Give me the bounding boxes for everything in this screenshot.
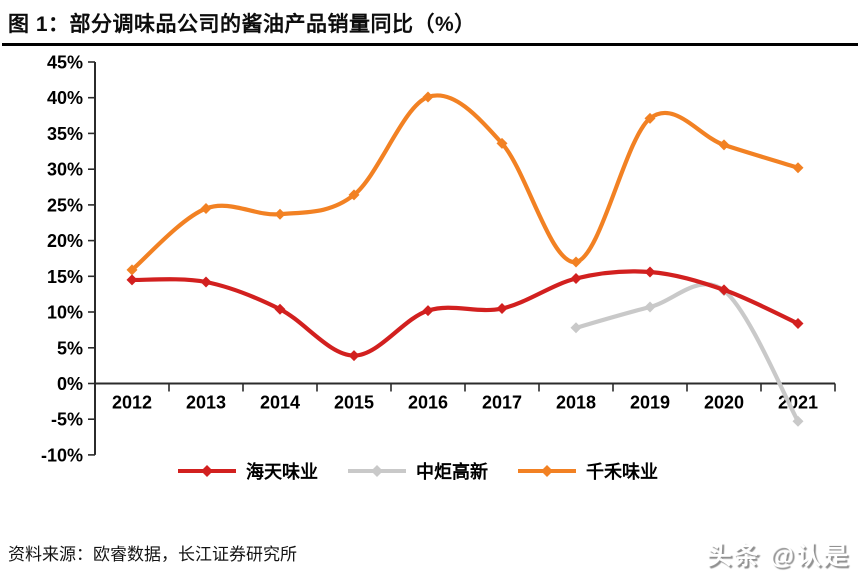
source-note: 资料来源：欧睿数据，长江证券研究所: [8, 545, 297, 564]
y-axis-tick-label: 35%: [47, 124, 83, 144]
chart-canvas: 45% 40% 35% 30% 25% 20% 15% 10% 5% 0% -5% -10% 2012 2…: [41, 53, 836, 465]
x-axis-tick-label: 2018: [556, 393, 596, 413]
line-chart: 45% 40% 35% 30% 25% 20% 15% 10% 5% 0% -5% -10% 2012 2…: [0, 50, 860, 480]
x-axis-tick-label: 2020: [704, 393, 744, 413]
legend-line-marker-icon: [518, 465, 576, 477]
y-axis-tick-label: -5%: [51, 410, 83, 430]
x-axis-tick-label: 2019: [630, 393, 670, 413]
y-axis-tick-label: 15%: [47, 267, 83, 287]
series-marker-海天味业: [126, 274, 138, 286]
series-marker-海天味业: [718, 284, 730, 296]
y-axis-tick-label: 30%: [47, 160, 83, 180]
series-marker-中炬高新: [644, 301, 656, 313]
series-marker-海天味业: [644, 266, 656, 278]
series-marker-海天味业: [570, 273, 582, 284]
x-axis-tick-label: 2013: [186, 393, 226, 413]
x-axis-tick-label: 2012: [112, 393, 152, 413]
y-axis-tick-label: 10%: [47, 303, 83, 323]
x-axis-tick-label: 2014: [260, 393, 300, 413]
series-marker-千禾味业: [126, 264, 138, 276]
series-marker-千禾味业: [570, 256, 582, 268]
x-axis-tick-label: 2016: [408, 393, 448, 413]
legend-label: 海天味业: [246, 462, 318, 482]
series-marker-海天味业: [496, 303, 508, 314]
footer: 资料来源：欧睿数据，长江证券研究所 头条 @认是: [8, 536, 852, 572]
chart-legend: 海天味业 中炬高新 千禾味业: [176, 458, 658, 484]
y-axis-tick-label: 45%: [47, 53, 83, 73]
series-line-海天味业: [129, 269, 801, 358]
y-axis-tick-label: 20%: [47, 231, 83, 251]
title-underline: [2, 43, 858, 46]
legend-item-千禾味业: 千禾味业: [516, 458, 658, 484]
y-axis-tick-label: 0%: [57, 374, 83, 394]
series-marker-千禾味业: [200, 203, 212, 214]
watermark: 头条 @认是: [706, 542, 850, 570]
series-marker-千禾味业: [644, 112, 656, 124]
series-marker-海天味业: [274, 303, 286, 315]
series-marker-千禾味业: [792, 162, 804, 174]
series-marker-中炬高新: [792, 415, 804, 427]
series-line-中炬高新: [573, 282, 801, 424]
series-marker-海天味业: [422, 305, 434, 317]
legend-line-marker-icon: [348, 465, 406, 477]
series-marker-千禾味业: [274, 208, 286, 220]
legend-item-中炬高新: 中炬高新: [346, 458, 488, 484]
x-axis-tick-label: 2015: [334, 393, 374, 413]
legend-label: 中炬高新: [416, 462, 488, 482]
series-marker-千禾味业: [496, 137, 508, 149]
series-marker-海天味业: [348, 350, 360, 362]
legend-item-海天味业: 海天味业: [176, 458, 318, 484]
series-marker-海天味业: [792, 318, 804, 329]
legend-line-marker-icon: [178, 465, 236, 477]
x-axis-tick-label: 2017: [482, 393, 522, 413]
y-axis-tick-label: 40%: [47, 88, 83, 108]
y-axis-tick-label: -10%: [41, 445, 83, 465]
series-marker-千禾味业: [422, 91, 434, 103]
y-axis-tick-label: 5%: [57, 338, 83, 358]
page-title: 图 1：部分调味品公司的酱油产品销量同比（%）: [8, 13, 476, 36]
legend-label: 千禾味业: [586, 462, 658, 482]
series-marker-千禾味业: [348, 189, 360, 201]
series-marker-千禾味业: [718, 139, 730, 151]
series-marker-海天味业: [200, 276, 212, 288]
series-marker-中炬高新: [570, 322, 582, 334]
y-axis-tick-label: 25%: [47, 195, 83, 215]
series-line-千禾味业: [129, 93, 801, 272]
